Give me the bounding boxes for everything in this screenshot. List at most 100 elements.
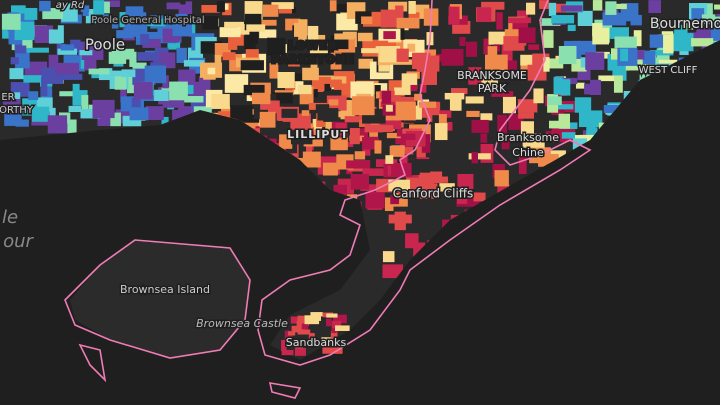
tile (60, 44, 75, 51)
tile (471, 119, 489, 133)
tile (281, 339, 287, 352)
tile (400, 155, 408, 166)
tile (47, 115, 68, 134)
tile (400, 133, 416, 141)
tile (272, 92, 293, 104)
tile (185, 1, 193, 15)
tile (649, 50, 674, 56)
tile (391, 162, 412, 177)
tile (371, 125, 394, 133)
tile (2, 99, 21, 115)
tile (613, 75, 623, 93)
tile (334, 33, 355, 40)
tile (167, 39, 181, 50)
tile (390, 194, 400, 205)
place-label: Brownsea Castle (196, 317, 288, 330)
tile (331, 327, 337, 334)
place-label: Branksome (497, 131, 559, 144)
tile (487, 46, 498, 60)
tile (120, 86, 127, 103)
tile (419, 112, 433, 122)
tile (260, 125, 281, 139)
tile (277, 71, 295, 89)
ward-boundary (257, 0, 592, 366)
tile (333, 314, 347, 324)
tile (440, 176, 449, 183)
tile (691, 38, 714, 47)
tile (85, 9, 97, 24)
tile (178, 4, 187, 20)
tile (501, 137, 510, 150)
islet-boundary (268, 382, 302, 399)
tile (143, 18, 166, 27)
place-label: BRANKSOME (457, 69, 527, 82)
tile (551, 15, 575, 24)
tile (592, 0, 603, 11)
tile (240, 60, 264, 71)
tile (543, 30, 554, 48)
place-label: ay Rd (56, 0, 85, 11)
tile (481, 1, 505, 10)
tile (483, 38, 491, 55)
tile (465, 41, 478, 57)
tile (526, 2, 536, 15)
tile (408, 0, 416, 14)
tile (110, 112, 121, 127)
place-label: Poole (85, 36, 125, 54)
tile (357, 32, 373, 42)
tile (132, 62, 147, 70)
tile (394, 87, 411, 95)
tile (480, 133, 488, 143)
tile (691, 8, 705, 27)
tile (253, 103, 264, 120)
tile (214, 54, 222, 70)
tile (385, 104, 393, 112)
tile (294, 23, 304, 37)
tile (284, 330, 293, 342)
tile (388, 179, 411, 192)
tile (207, 67, 216, 75)
tile (307, 25, 319, 41)
tile (224, 21, 244, 28)
tile (528, 44, 540, 50)
tile (32, 106, 50, 122)
place-label: Poole General Hospital (91, 15, 204, 26)
tile (546, 58, 564, 69)
tile (298, 33, 307, 44)
tile (577, 10, 593, 27)
place-label: ORTHY (0, 105, 34, 116)
tile (279, 134, 293, 149)
tile (563, 77, 578, 85)
tile (383, 31, 396, 40)
tile (396, 17, 420, 29)
tile (118, 48, 135, 60)
tile (419, 101, 437, 108)
tile (673, 33, 694, 52)
tile (365, 192, 385, 209)
tile (325, 318, 332, 327)
tile (222, 52, 236, 61)
tile (193, 106, 212, 114)
tile (269, 63, 279, 79)
tile (501, 44, 513, 62)
tile (224, 74, 249, 93)
place-label: LOWER (288, 39, 337, 52)
tile (290, 316, 303, 324)
tile (251, 30, 258, 45)
tile (183, 60, 205, 67)
tile (237, 23, 250, 35)
tile (297, 84, 312, 95)
tile (311, 89, 318, 98)
tile (301, 323, 309, 330)
tile (178, 69, 196, 85)
tile (42, 8, 64, 20)
tile (545, 130, 554, 143)
place-label: Canford Cliffs (393, 187, 474, 201)
tile (598, 75, 621, 82)
tile (379, 35, 389, 53)
tile (145, 106, 164, 120)
tile (613, 3, 627, 10)
tile (405, 233, 419, 249)
tile (297, 329, 311, 335)
